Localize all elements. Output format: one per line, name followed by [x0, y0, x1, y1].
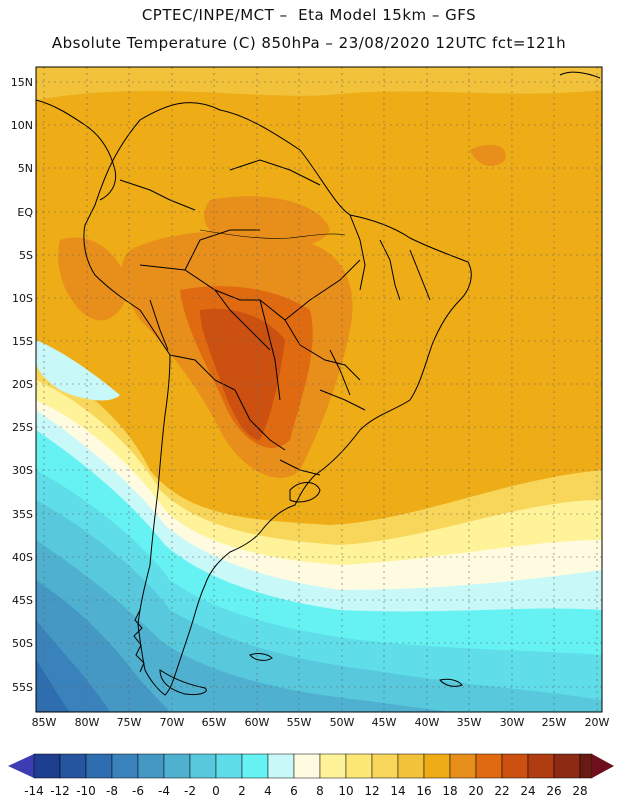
colorbar-label: 8: [316, 784, 324, 798]
grid-lines: [36, 67, 602, 712]
colorbar-cell: [85, 753, 113, 779]
map-title-line-1: CPTEC/INPE/MCT – Eta Model 15km – GFS: [141, 6, 477, 24]
colorbar-cell: [267, 753, 295, 779]
colorbar-label: 10: [338, 784, 353, 798]
lat-label: 40S: [12, 551, 33, 564]
lat-label: 35S: [12, 508, 33, 521]
colorbar-label: -6: [132, 784, 144, 798]
colorbar-label: 14: [390, 784, 405, 798]
colorbar-label: -12: [50, 784, 70, 798]
lat-label: EQ: [17, 206, 33, 219]
lat-label: 30S: [12, 464, 33, 477]
colorbar: -14 -12 -10 -8 -6 -4 -2 0 2 4 6 8 10 12 …: [8, 753, 614, 798]
lat-label: 5N: [18, 162, 33, 175]
colorbar-cell: [111, 753, 139, 779]
lon-label: 75W: [117, 716, 142, 729]
lat-label: 25S: [12, 421, 33, 434]
lat-label: 55S: [12, 681, 33, 694]
colorbar-label: 20: [468, 784, 483, 798]
colorbar-label: 24: [520, 784, 535, 798]
map-frame: [35, 66, 603, 713]
colorbar-cell: [371, 753, 399, 779]
lon-label: 55W: [287, 716, 312, 729]
lat-label: 15S: [12, 335, 33, 348]
colorbar-label: 6: [290, 784, 298, 798]
colorbar-cell: [423, 753, 451, 779]
colorbar-cell: [189, 753, 217, 779]
colorbar-cell: [579, 753, 593, 779]
colorbar-label: -14: [24, 784, 44, 798]
lon-label: 40W: [415, 716, 440, 729]
lat-label: 10N: [11, 119, 33, 132]
lon-label: 80W: [75, 716, 100, 729]
colorbar-cell: [319, 753, 347, 779]
lon-label: 30W: [500, 716, 525, 729]
colorbar-cell: [501, 753, 529, 779]
colorbar-cell: [527, 753, 555, 779]
colorbar-label: -4: [158, 784, 170, 798]
temperature-map: 15N 10N 5N EQ 5S 10S 15S 20S 25S 30S 35S…: [8, 66, 614, 798]
lat-label: 45S: [12, 594, 33, 607]
colorbar-label: -2: [184, 784, 196, 798]
colorbar-label: -10: [76, 784, 96, 798]
colorbar-cell: [475, 753, 503, 779]
colorbar-labels: -14 -12 -10 -8 -6 -4 -2 0 2 4 6 8 10 12 …: [24, 784, 587, 798]
colorbar-cell: [293, 753, 321, 779]
lon-label: 50W: [330, 716, 355, 729]
lon-label: 65W: [202, 716, 227, 729]
lon-label: 25W: [542, 716, 567, 729]
lat-label: 10S: [12, 292, 33, 305]
colorbar-label: 26: [546, 784, 561, 798]
lon-label: 70W: [160, 716, 185, 729]
colorbar-label: 12: [364, 784, 379, 798]
colorbar-cell: [553, 753, 581, 779]
longitude-axis: 85W 80W 75W 70W 65W 60W 55W 50W 45W 40W …: [32, 716, 610, 729]
colorbar-right-tip: [592, 754, 614, 778]
colorbar-label: 16: [416, 784, 431, 798]
colorbar-cells: [33, 753, 593, 779]
colorbar-cell: [59, 753, 87, 779]
lon-label: 45W: [372, 716, 397, 729]
colorbar-label: 4: [264, 784, 272, 798]
lat-label: 20S: [12, 378, 33, 391]
lon-label: 20W: [585, 716, 610, 729]
colorbar-cell: [33, 753, 61, 779]
latitude-axis: 15N 10N 5N EQ 5S 10S 15S 20S 25S 30S 35S…: [11, 76, 34, 694]
lat-label: 5S: [19, 249, 33, 262]
colorbar-cell: [345, 753, 373, 779]
colorbar-label: 28: [572, 784, 587, 798]
colorbar-cell: [215, 753, 243, 779]
colorbar-cell: [449, 753, 477, 779]
colorbar-label: 2: [238, 784, 246, 798]
coastlines-and-borders: [36, 71, 601, 696]
lat-label: 50S: [12, 637, 33, 650]
colorbar-label: 0: [212, 784, 220, 798]
colorbar-cell: [397, 753, 425, 779]
lon-label: 35W: [457, 716, 482, 729]
lon-label: 60W: [245, 716, 270, 729]
lat-label: 15N: [11, 76, 33, 89]
colorbar-cell: [163, 753, 191, 779]
map-title-line-2: Absolute Temperature (C) 850hPa – 23/08/…: [51, 34, 567, 52]
lon-label: 85W: [32, 716, 57, 729]
colorbar-left-tip: [8, 754, 34, 778]
colorbar-label: -8: [106, 784, 118, 798]
colorbar-cell: [241, 753, 269, 779]
colorbar-cell: [137, 753, 165, 779]
colorbar-label: 22: [494, 784, 509, 798]
colorbar-label: 18: [442, 784, 457, 798]
temperature-field: [36, 67, 602, 712]
